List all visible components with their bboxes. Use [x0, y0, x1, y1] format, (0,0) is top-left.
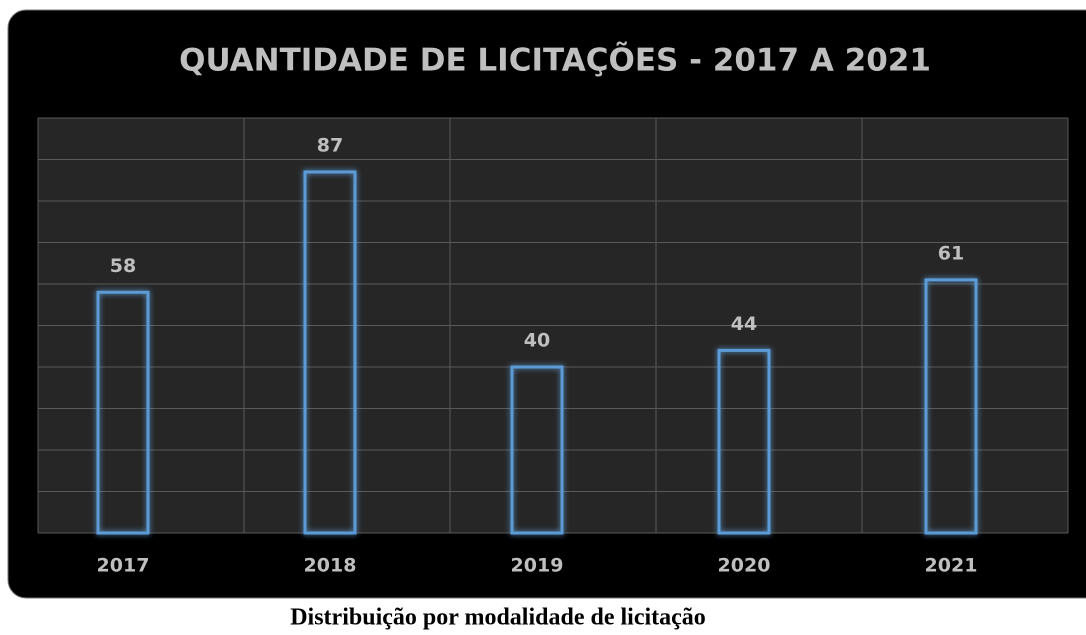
bar — [717, 348, 771, 535]
x-tick-label: 2019 — [511, 555, 564, 577]
data-label: 44 — [731, 313, 757, 335]
x-tick-label: 2018 — [304, 555, 357, 577]
x-tick-label: 2021 — [925, 555, 978, 577]
bar — [510, 365, 564, 535]
caption: Distribuição por modalidade de licitação — [290, 605, 706, 631]
data-label: 87 — [317, 134, 343, 156]
data-label: 40 — [524, 330, 550, 352]
bar — [303, 170, 357, 535]
x-tick-label: 2020 — [718, 555, 771, 577]
x-tick-label: 2017 — [97, 555, 150, 577]
chart-title: QUANTIDADE DE LICITAÇÕES - 2017 A 2021 — [179, 42, 931, 79]
data-label: 61 — [938, 242, 964, 264]
data-label: 58 — [110, 255, 136, 277]
bar — [924, 278, 978, 535]
bar — [96, 290, 150, 535]
